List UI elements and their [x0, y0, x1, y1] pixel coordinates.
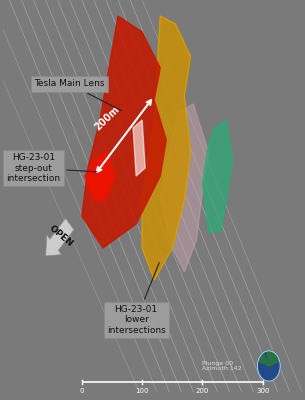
Text: 300: 300	[256, 388, 270, 394]
Wedge shape	[258, 353, 269, 366]
Polygon shape	[142, 16, 190, 280]
Text: HG-23-01
lower
intersections: HG-23-01 lower intersections	[107, 262, 166, 335]
Text: 200m: 200m	[93, 104, 122, 132]
Text: 0: 0	[80, 388, 84, 394]
FancyArrow shape	[46, 218, 74, 256]
Text: 200: 200	[196, 388, 209, 394]
Polygon shape	[82, 16, 166, 248]
Polygon shape	[85, 152, 115, 200]
Polygon shape	[133, 120, 145, 176]
Polygon shape	[160, 104, 209, 272]
Polygon shape	[203, 120, 233, 232]
Text: Plunge 00
Azimuth 142: Plunge 00 Azimuth 142	[203, 361, 242, 371]
Text: HG-23-01
step-out
intersection: HG-23-01 step-out intersection	[6, 153, 97, 183]
Text: OPEN: OPEN	[47, 224, 74, 248]
Text: Tesla Main Lens: Tesla Main Lens	[34, 80, 122, 111]
Circle shape	[257, 351, 280, 381]
Text: 100: 100	[135, 388, 149, 394]
Wedge shape	[267, 351, 280, 366]
